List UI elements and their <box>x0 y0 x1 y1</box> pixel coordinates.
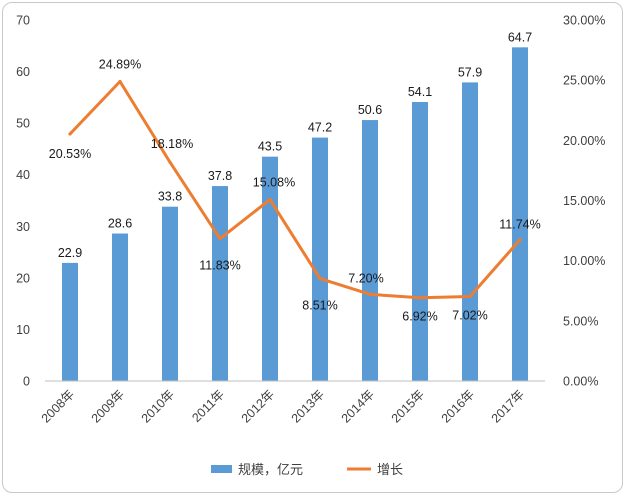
y-right-tick-label: 20.00% <box>563 134 605 148</box>
growth-point-2017年 <box>518 238 522 242</box>
y-left-tick-label: 50 <box>16 117 30 131</box>
y-left-tick-label: 60 <box>16 65 30 79</box>
bar-2011年 <box>212 186 228 381</box>
bar-data-label: 28.6 <box>108 217 132 231</box>
x-tick-label: 2009年 <box>89 387 127 425</box>
y-left-tick-label: 20 <box>16 271 30 285</box>
x-tick-label: 2014年 <box>339 387 377 425</box>
bar-data-label: 57.9 <box>458 65 482 79</box>
bar-2009年 <box>112 233 128 381</box>
line-data-label: 18.18% <box>151 137 193 151</box>
line-data-label: 11.74% <box>499 218 540 232</box>
growth-point-2013年 <box>318 276 322 281</box>
line-data-labels: 20.53% 24.89% 18.18% 11.83% 15.08% 8.51% 7.20%… <box>49 57 541 323</box>
x-tick-label: 2016年 <box>439 387 477 425</box>
y-left-tick-label: 40 <box>16 168 30 182</box>
growth-point-2008年 <box>68 132 72 136</box>
line-data-label: 6.92% <box>402 310 437 324</box>
growth-point-2011年 <box>218 237 222 241</box>
line-data-label: 7.20% <box>348 271 383 285</box>
y-right-tick-label: 15.00% <box>563 194 605 208</box>
y-right-tick-label: 30.00% <box>563 14 605 28</box>
x-tick-label: 2013年 <box>289 387 327 425</box>
y-left-tick-label: 30 <box>16 220 30 234</box>
bar-2015年 <box>412 101 428 382</box>
bar-data-label: 43.5 <box>258 140 282 154</box>
x-tick-label: 2015年 <box>389 387 427 425</box>
bar-2017年 <box>512 47 528 381</box>
y-left-tick-label: 70 <box>16 14 30 28</box>
x-tick-label: 2011年 <box>189 387 227 425</box>
y-right-tick-label: 25.00% <box>563 74 605 88</box>
growth-point-2016年 <box>468 294 472 299</box>
growth-point-2015年 <box>418 296 422 300</box>
x-tick-label: 2008年 <box>39 387 77 425</box>
growth-point-2014年 <box>368 292 372 296</box>
bar-data-labels: 22.9 28.6 33.8 37.8 43.5 47.2 50.6 54.1 57.9 64.7 <box>58 30 532 260</box>
bar-data-label: 64.7 <box>508 30 532 44</box>
bar-2013年 <box>312 137 328 381</box>
legend-line-label: 增长 <box>377 462 403 477</box>
bar-data-label: 54.1 <box>408 85 432 99</box>
x-tick-label: 2012年 <box>239 387 277 425</box>
line-data-label: 7.02% <box>452 309 487 323</box>
line-series <box>68 79 522 300</box>
line-data-label: 24.89% <box>99 57 141 71</box>
growth-line <box>68 79 522 300</box>
x-tick-label: 2010年 <box>139 387 177 425</box>
bar-data-label: 37.8 <box>208 169 232 183</box>
bar-2014年 <box>362 120 378 381</box>
bar-data-label: 47.2 <box>308 121 332 135</box>
y-right-tick-label: 10.00% <box>563 254 605 268</box>
y-left-tick-label: 0 <box>23 375 30 389</box>
bar-2008年 <box>62 262 78 381</box>
legend: 规模，亿元 增长 <box>211 462 403 477</box>
growth-point-2009年 <box>118 79 122 84</box>
bar-data-label: 33.8 <box>158 190 182 204</box>
y-right-tick-label: 5.00% <box>563 314 598 328</box>
bar-data-label: 50.6 <box>358 103 382 117</box>
bar-2012年 <box>262 156 278 381</box>
growth-point-2010年 <box>168 160 172 164</box>
legend-bar-swatch <box>211 465 232 473</box>
y-left-tick-label: 10 <box>16 323 30 337</box>
x-tick-label: 2017年 <box>489 387 527 425</box>
bar-series <box>62 47 528 382</box>
growth-point-2012年 <box>268 197 272 202</box>
y-right-tick-label: 0.00% <box>563 375 598 389</box>
line-data-label: 8.51% <box>302 299 337 313</box>
line-data-label: 20.53% <box>49 147 91 161</box>
bar-data-label: 22.9 <box>58 246 82 260</box>
line-data-label: 11.83% <box>199 259 240 273</box>
legend-bar-label: 规模，亿元 <box>238 462 303 477</box>
bar-2016年 <box>462 82 478 381</box>
line-data-label: 15.08% <box>253 176 295 190</box>
bar-2010年 <box>162 206 178 381</box>
